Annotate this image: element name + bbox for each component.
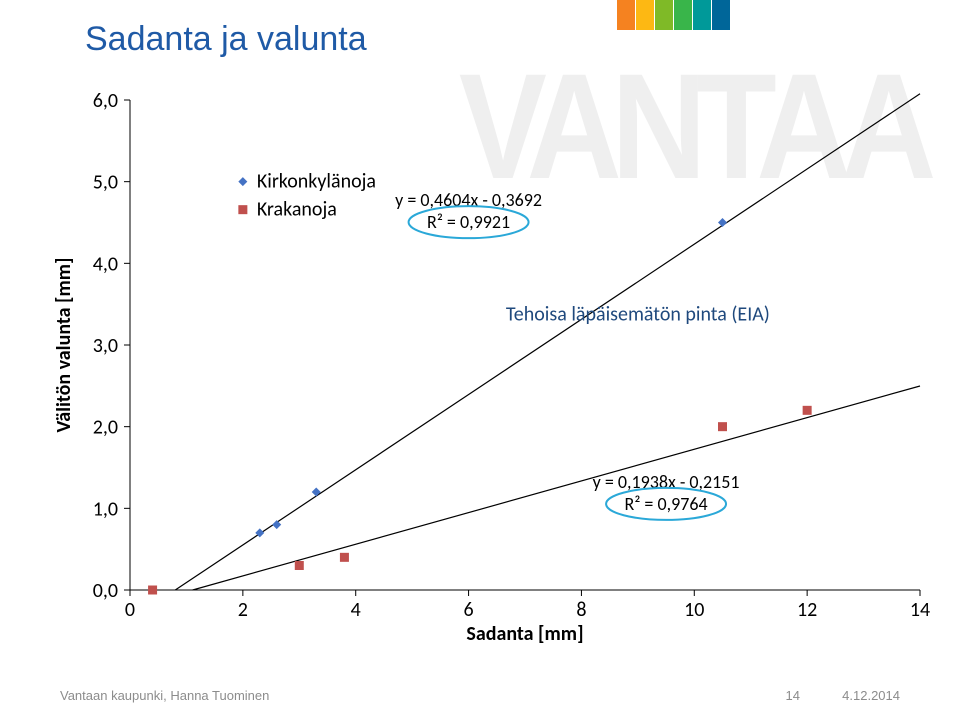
svg-text:10: 10 — [684, 598, 704, 622]
chart-scatter: 0 2 4 6 8 10 12 14 0,0 1,0 2,0 3,0 4,0 5,0 6,0 Sadanta … — [30, 90, 930, 650]
svg-text:0: 0 — [125, 598, 135, 622]
svg-text:Välitön valunta [mm]: Välitön valunta [mm] — [52, 257, 76, 432]
svg-text:6,0: 6,0 — [93, 90, 118, 113]
svg-text:4,0: 4,0 — [93, 252, 118, 276]
svg-text:y = 0,4604x - 0,3692: y = 0,4604x - 0,3692 — [395, 189, 542, 211]
svg-text:1,0: 1,0 — [93, 497, 118, 521]
svg-text:3,0: 3,0 — [93, 334, 118, 358]
footer-page-number: 14 — [786, 688, 800, 703]
svg-text:12: 12 — [797, 598, 817, 622]
svg-text:5,0: 5,0 — [93, 171, 118, 195]
svg-text:R² = 0,9921: R² = 0,9921 — [427, 211, 510, 233]
svg-text:Krakanoja: Krakanoja — [257, 198, 337, 222]
svg-text:y = 0,1938x - 0,2151: y = 0,1938x - 0,2151 — [593, 471, 740, 493]
svg-text:4: 4 — [351, 598, 361, 622]
svg-text:2,0: 2,0 — [93, 416, 118, 440]
accent-bars — [617, 0, 730, 30]
svg-text:0,0: 0,0 — [93, 579, 118, 603]
svg-text:14: 14 — [910, 598, 930, 622]
svg-text:Kirkonkylänoja: Kirkonkylänoja — [257, 170, 376, 194]
footer-author: Vantaan kaupunki, Hanna Tuominen — [60, 688, 269, 703]
svg-text:R² = 0,9764: R² = 0,9764 — [625, 493, 708, 515]
svg-text:2: 2 — [238, 598, 248, 622]
svg-text:8: 8 — [576, 598, 586, 622]
slide-title: Sadanta ja valunta — [85, 20, 367, 59]
svg-text:6: 6 — [464, 598, 474, 622]
svg-text:Sadanta [mm]: Sadanta [mm] — [466, 622, 583, 646]
footer-date: 4.12.2014 — [842, 688, 900, 703]
svg-text:Tehoisa läpäisemätön pinta (EI: Tehoisa läpäisemätön pinta (EIA) — [506, 303, 770, 327]
